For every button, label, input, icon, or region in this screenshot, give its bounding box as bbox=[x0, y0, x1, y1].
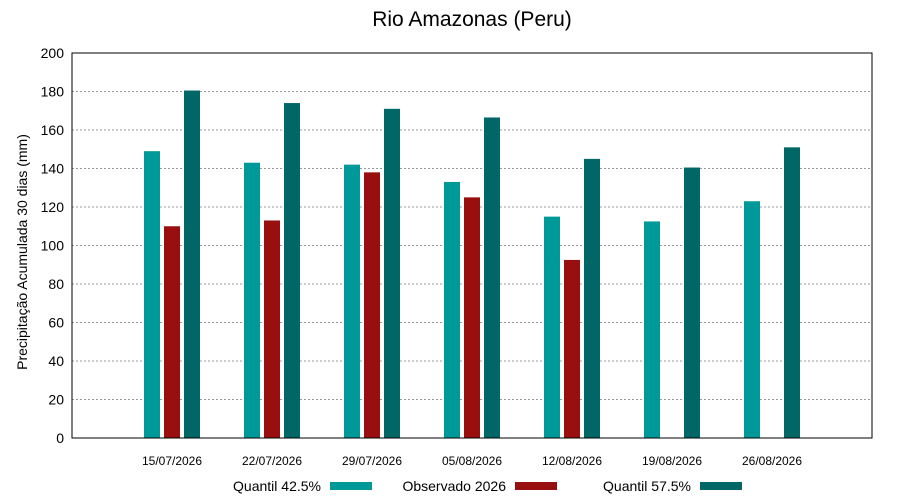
bar-quantil-42-5 bbox=[244, 162, 260, 438]
legend-swatch bbox=[515, 482, 557, 490]
y-axis: 0 20 40 60 80 100 120 140 160 180 200 bbox=[41, 45, 65, 446]
bar-quantil-42-5 bbox=[544, 216, 560, 438]
bar-quantil-42-5 bbox=[344, 164, 360, 438]
y-tick-label: 100 bbox=[41, 238, 65, 254]
y-axis-label: Precipitação Acumulada 30 dias (mm) bbox=[14, 134, 30, 370]
x-tick-label: 15/07/2026 bbox=[142, 454, 202, 468]
bar-quantil-57-5 bbox=[684, 167, 700, 438]
y-tick-label: 120 bbox=[41, 199, 65, 215]
y-tick-label: 0 bbox=[56, 430, 64, 446]
x-tick-label: 22/07/2026 bbox=[242, 454, 302, 468]
bar-observado-2026 bbox=[564, 259, 580, 438]
bar-quantil-57-5 bbox=[784, 147, 800, 438]
y-tick-label: 20 bbox=[48, 392, 64, 408]
x-tick-label: 29/07/2026 bbox=[342, 454, 402, 468]
legend-swatch bbox=[330, 482, 372, 490]
bar-observado-2026 bbox=[464, 197, 480, 438]
y-tick-label: 60 bbox=[48, 315, 64, 331]
x-tick-label: 12/08/2026 bbox=[542, 454, 602, 468]
y-tick-label: 80 bbox=[48, 276, 64, 292]
bar-quantil-57-5 bbox=[384, 108, 400, 438]
y-tick-label: 160 bbox=[41, 122, 65, 138]
bar-quantil-42-5 bbox=[744, 201, 760, 438]
plot-frame bbox=[71, 52, 873, 439]
chart-title: Rio Amazonas (Peru) bbox=[372, 8, 572, 31]
bar-observado-2026 bbox=[364, 172, 380, 438]
x-tick-label: 26/08/2026 bbox=[742, 454, 802, 468]
bar-observado-2026 bbox=[264, 220, 280, 438]
bar-quantil-57-5 bbox=[484, 117, 500, 439]
bars bbox=[144, 90, 800, 439]
bar-quantil-57-5 bbox=[584, 158, 600, 438]
x-tick-label: 19/08/2026 bbox=[642, 454, 702, 468]
bar-quantil-42-5 bbox=[444, 181, 460, 438]
legend-swatch bbox=[700, 482, 742, 490]
legend-label: Quantil 42.5% bbox=[233, 478, 321, 494]
legend-label: Observado 2026 bbox=[402, 478, 506, 494]
bar-quantil-57-5 bbox=[184, 90, 200, 438]
bar-quantil-42-5 bbox=[644, 221, 660, 438]
y-tick-label: 140 bbox=[41, 161, 65, 177]
x-tick-label: 05/08/2026 bbox=[442, 454, 502, 468]
bar-quantil-42-5 bbox=[144, 151, 160, 439]
y-tick-label: 200 bbox=[41, 45, 65, 61]
bar-quantil-57-5 bbox=[284, 103, 300, 439]
y-tick-label: 40 bbox=[48, 353, 64, 369]
y-tick-label: 180 bbox=[41, 84, 65, 100]
legend: Quantil 42.5% Observado 2026 Quantil 57.5% bbox=[233, 478, 742, 494]
bar-observado-2026 bbox=[164, 226, 180, 438]
legend-label: Quantil 57.5% bbox=[603, 478, 691, 494]
x-axis: 15/07/2026 22/07/2026 29/07/2026 05/08/2026… bbox=[142, 454, 802, 468]
